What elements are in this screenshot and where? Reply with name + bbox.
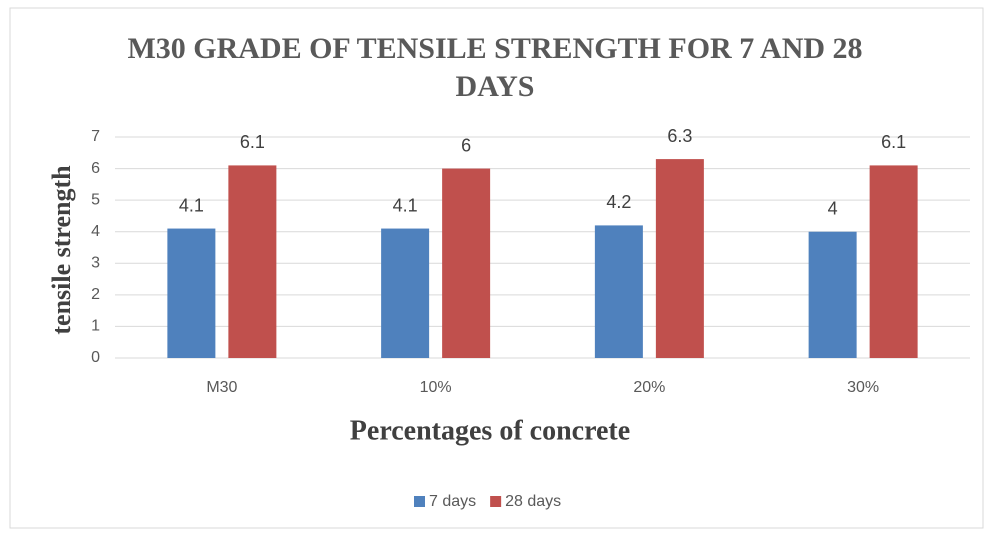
data-label: 6.3 [667,126,692,146]
data-label: 6.1 [881,132,906,152]
data-label: 4 [828,198,838,218]
data-label: 4.1 [393,195,418,215]
x-tick-label: 30% [847,379,879,396]
y-tick-label: 4 [91,223,100,240]
bar [869,165,918,358]
bar [167,228,216,358]
bar [655,159,704,358]
bar [594,225,643,358]
y-tick-label: 0 [91,349,100,366]
bar [228,165,277,358]
y-tick-label: 7 [91,128,100,145]
y-tick-label: 6 [91,160,100,177]
x-tick-label: 20% [633,379,665,396]
y-axis-title: tensile strength [47,165,76,335]
data-label: 4.2 [606,192,631,212]
x-tick-label: M30 [206,379,237,396]
chart-border [9,7,984,529]
bar [442,168,491,358]
chart-title: M30 GRADE OF TENSILE STRENGTH FOR 7 AND … [127,32,863,103]
legend-swatch [490,496,502,507]
y-tick-label: 1 [91,318,100,335]
x-tick-label: 10% [420,379,452,396]
bar [808,231,857,358]
data-label: 6 [461,135,471,155]
legend-label: 28 days [505,493,561,510]
y-tick-label: 5 [91,191,100,208]
bar [381,228,430,358]
legend-label: 7 days [429,493,476,510]
y-tick-label: 2 [91,286,100,303]
data-label: 6.1 [240,132,265,152]
data-label: 4.1 [179,195,204,215]
legend-swatch [414,496,425,507]
x-axis-title: Percentages of concrete [350,415,630,446]
y-tick-label: 3 [91,255,100,272]
